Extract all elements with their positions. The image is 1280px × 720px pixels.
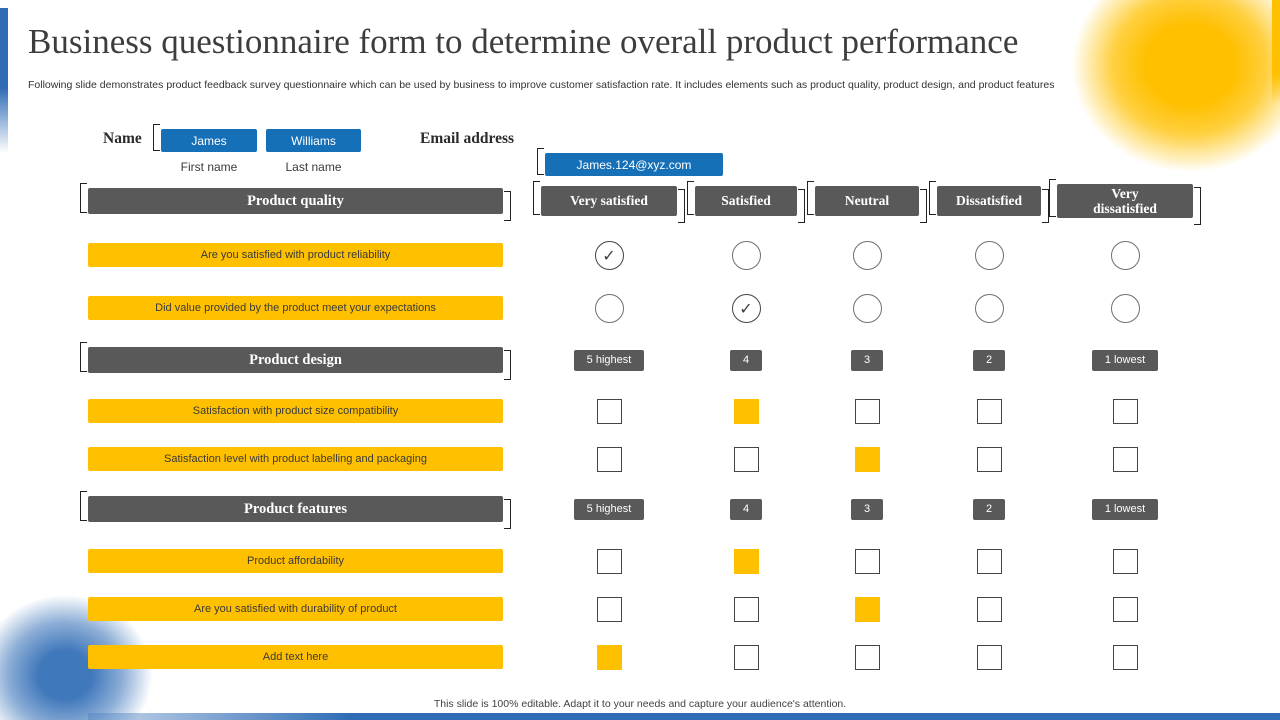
checkbox-5[interactable]: [596, 596, 622, 622]
column-header-very-dissatisfied: Very dissatisfied: [1057, 183, 1193, 219]
checkbox-4[interactable]: [733, 644, 759, 670]
table-header-row: Product quality Very satisfied Satisfied: [80, 178, 1201, 226]
column-header-very-satisfied: Very satisfied: [541, 186, 677, 216]
last-name-caption: Last name: [285, 160, 342, 174]
checkbox-2[interactable]: [976, 644, 1002, 670]
checkbox-5[interactable]: [596, 548, 622, 574]
first-name-caption: First name: [180, 160, 238, 174]
radio-dissatisfied[interactable]: [974, 240, 1004, 270]
rating-label-3: 3: [850, 349, 884, 371]
bottom-accent-bar: [88, 713, 1280, 720]
slide-subtitle: Following slide demonstrates product fee…: [28, 79, 1055, 91]
radio-satisfied[interactable]: [731, 293, 761, 323]
column-header-dissatisfied: Dissatisfied: [937, 186, 1041, 216]
email-field-group: James.124@xyz.com: [537, 148, 1280, 176]
checkbox-1[interactable]: [1112, 446, 1138, 472]
right-accent-bar: [1272, 0, 1280, 104]
checkbox-4[interactable]: [733, 398, 759, 424]
slide-footer-note: This slide is 100% editable. Adapt it to…: [433, 698, 847, 710]
checkbox-3[interactable]: [854, 398, 880, 424]
question-row: Satisfaction with product size compatibi…: [88, 395, 1193, 427]
column-header-neutral: Neutral: [815, 186, 919, 216]
question-label: Are you satisfied with product reliabili…: [88, 243, 503, 267]
section-header-row: Product design 5 highest 4 3 2 1 lowest: [80, 342, 1193, 380]
section-header-product-features: Product features: [88, 496, 503, 522]
radio-very-dissatisfied[interactable]: [1110, 240, 1140, 270]
radio-neutral[interactable]: [852, 240, 882, 270]
question-row: Add text here: [88, 641, 1193, 673]
rating-label-5: 5 highest: [573, 498, 645, 520]
radio-very-dissatisfied[interactable]: [1110, 293, 1140, 323]
question-row: Did value provided by the product meet y…: [88, 292, 1193, 324]
checkbox-3[interactable]: [854, 446, 880, 472]
question-label: Satisfaction with product size compatibi…: [88, 399, 503, 423]
rating-label-2: 2: [972, 498, 1006, 520]
section-header-product-design: Product design: [88, 347, 503, 373]
radio-neutral[interactable]: [852, 293, 882, 323]
question-label: Product affordability: [88, 549, 503, 573]
rating-label-1: 1 lowest: [1091, 498, 1159, 520]
checkbox-3[interactable]: [854, 596, 880, 622]
yellow-corner-blob: [1030, 0, 1280, 210]
blue-corner-blob: [0, 565, 185, 720]
name-label: Name: [103, 130, 142, 147]
rating-label-3: 3: [850, 498, 884, 520]
rating-label-2: 2: [972, 349, 1006, 371]
name-field-group: James Williams: [153, 124, 1280, 152]
rating-label-4: 4: [729, 349, 763, 371]
question-label: Add text here: [88, 645, 503, 669]
checkbox-4[interactable]: [733, 548, 759, 574]
question-row: Satisfaction level with product labellin…: [88, 443, 1193, 475]
radio-dissatisfied[interactable]: [974, 293, 1004, 323]
page-title: Business questionnaire form to determine…: [28, 22, 1019, 61]
checkbox-1[interactable]: [1112, 548, 1138, 574]
section-header-row: Product features 5 highest 4 3 2 1 lowes…: [80, 491, 1193, 529]
checkbox-2[interactable]: [976, 398, 1002, 424]
rating-label-5: 5 highest: [573, 349, 645, 371]
checkbox-4[interactable]: [733, 596, 759, 622]
checkbox-2[interactable]: [976, 548, 1002, 574]
rating-label-4: 4: [729, 498, 763, 520]
question-row: Are you satisfied with product reliabili…: [88, 239, 1193, 271]
email-label: Email address: [420, 130, 515, 147]
last-name-field[interactable]: Williams: [266, 129, 361, 152]
radio-very-satisfied[interactable]: [594, 293, 624, 323]
radio-satisfied[interactable]: [731, 240, 761, 270]
left-accent-bar: [0, 8, 8, 153]
email-field[interactable]: James.124@xyz.com: [545, 153, 723, 176]
first-name-field[interactable]: James: [161, 129, 257, 152]
radio-very-satisfied[interactable]: [594, 240, 624, 270]
checkbox-2[interactable]: [976, 446, 1002, 472]
checkbox-1[interactable]: [1112, 596, 1138, 622]
question-row: Are you satisfied with durability of pro…: [88, 593, 1193, 625]
question-label: Are you satisfied with durability of pro…: [88, 597, 503, 621]
section-header-product-quality: Product quality: [88, 188, 503, 214]
rating-label-1: 1 lowest: [1091, 349, 1159, 371]
question-label: Did value provided by the product meet y…: [88, 296, 503, 320]
checkbox-1[interactable]: [1112, 644, 1138, 670]
column-header-satisfied: Satisfied: [695, 186, 797, 216]
question-label: Satisfaction level with product labellin…: [88, 447, 503, 471]
checkbox-1[interactable]: [1112, 398, 1138, 424]
checkbox-3[interactable]: [854, 644, 880, 670]
checkbox-5[interactable]: [596, 644, 622, 670]
checkbox-3[interactable]: [854, 548, 880, 574]
question-row: Product affordability: [88, 545, 1193, 577]
checkbox-5[interactable]: [596, 398, 622, 424]
checkbox-2[interactable]: [976, 596, 1002, 622]
checkbox-5[interactable]: [596, 446, 622, 472]
checkbox-4[interactable]: [733, 446, 759, 472]
